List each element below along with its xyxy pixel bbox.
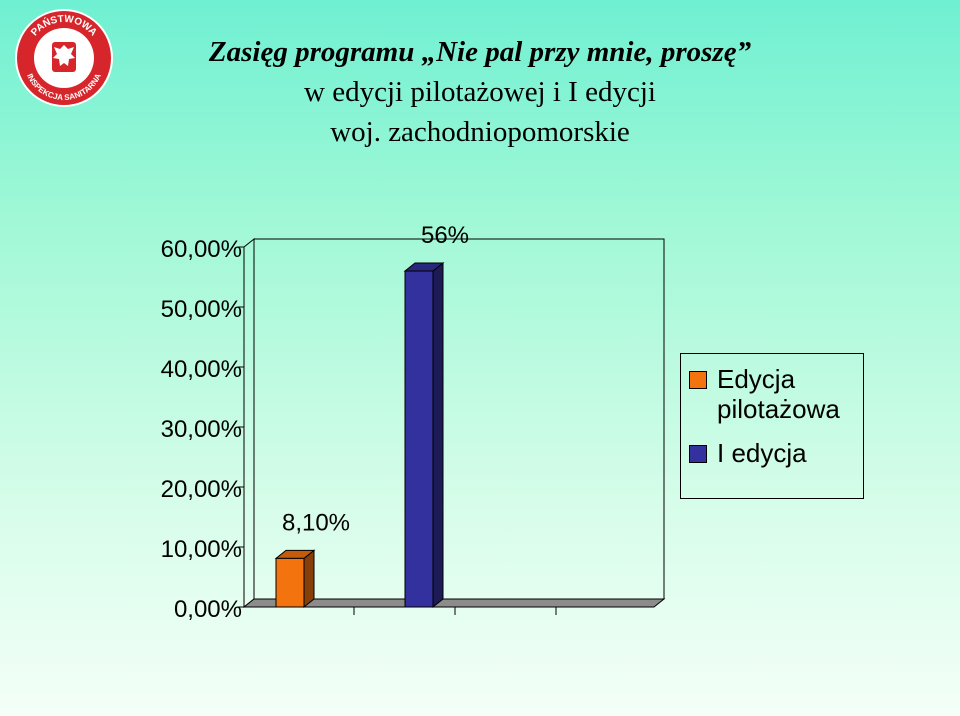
slide-title: Zasięg programu „Nie pal przy mnie, pros… (150, 32, 810, 152)
sanitary-inspection-logo: PAŃSTWOWA INSPEKCJA SANITARNA (15, 9, 113, 107)
title-line-2: w edycji pilotażowej i I edycji (304, 76, 656, 108)
y-tick-label: 0,00% (174, 596, 242, 623)
title-line-1: Zasięg programu „Nie pal przy mnie, pros… (208, 36, 752, 68)
legend-swatch-pilot (689, 371, 707, 389)
data-label-first-edition: 56% (421, 222, 469, 249)
chart-floor (242, 598, 666, 608)
y-tick-label: 30,00% (161, 416, 242, 443)
legend-item-first-edition: I edycja (689, 438, 867, 468)
title-line-3: woj. zachodniopomorskie (330, 116, 630, 148)
legend-label-first-edition: I edycja (717, 438, 807, 468)
data-label-pilot: 8,10% (282, 509, 350, 536)
y-tick-label: 40,00% (161, 356, 242, 383)
y-tick-label: 20,00% (161, 476, 242, 503)
bar-first-edition (404, 270, 434, 608)
chart-legend: Edycja pilotażowa I edycja (680, 353, 864, 499)
chart-side-wall (243, 237, 255, 609)
y-tick-label: 10,00% (161, 536, 242, 563)
y-tick-label: 50,00% (161, 296, 242, 323)
legend-item-pilot: Edycja pilotażowa (689, 364, 867, 424)
y-tick-label: 60,00% (161, 236, 242, 263)
legend-label-pilot: Edycja pilotażowa (717, 364, 840, 424)
legend-swatch-first-edition (689, 445, 707, 463)
bar-pilot (275, 557, 305, 608)
bar-side-pilot (303, 549, 315, 609)
chart-back-wall (253, 238, 665, 600)
bar-side-first-edition (432, 261, 444, 609)
eagle-emblem-icon (52, 42, 76, 72)
